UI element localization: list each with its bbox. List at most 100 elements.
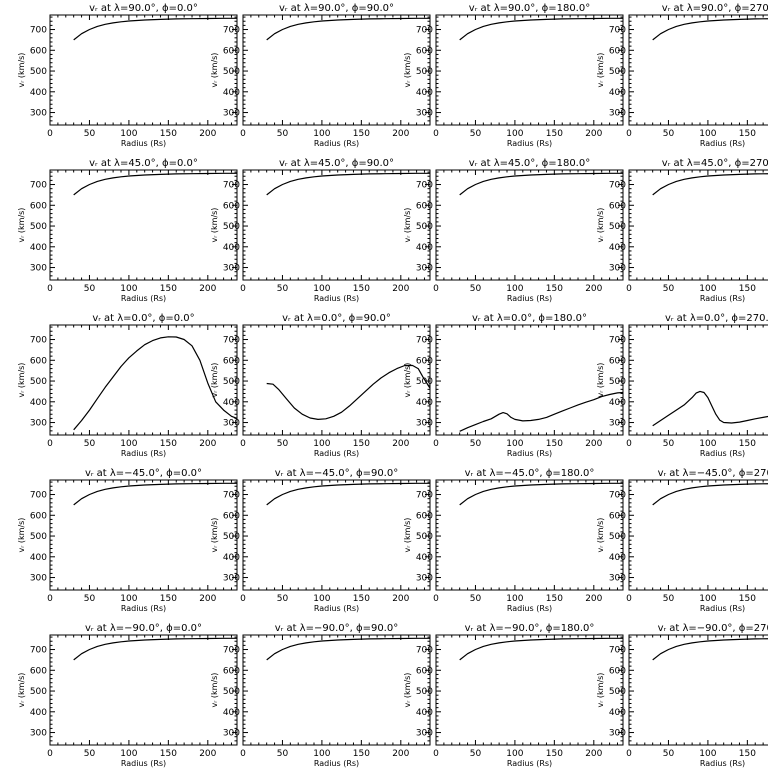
y-tick-label: 400 — [223, 243, 240, 253]
x-tick-label: 200 — [392, 439, 409, 449]
x-tick-label: 100 — [120, 749, 137, 759]
y-tick-label: 500 — [223, 532, 240, 542]
x-tick-label: 50 — [277, 284, 289, 294]
y-tick-label: 400 — [609, 398, 626, 408]
y-tick-label: 500 — [609, 67, 626, 77]
y-tick-label: 400 — [223, 553, 240, 563]
x-tick-label: 150 — [353, 749, 370, 759]
y-tick-label: 700 — [223, 181, 240, 191]
x-axis-label: Radius (Rs) — [700, 139, 745, 148]
plot-frame — [242, 169, 431, 281]
x-tick-label: 100 — [313, 129, 330, 139]
y-tick-label: 300 — [416, 109, 433, 119]
panel-1: vᵣ at λ=90.0°, ϕ=90.0° 0 50 100 150 200 300 400… — [210, 3, 431, 148]
y-tick-label: 400 — [30, 553, 47, 563]
y-tick-label: 300 — [223, 729, 240, 739]
x-tick-label: 100 — [120, 439, 137, 449]
panel-title: vᵣ at λ=45.0°, ϕ=270.0° — [662, 158, 768, 169]
x-axis-label: Radius (Rs) — [314, 294, 359, 303]
plot-frame — [242, 14, 431, 126]
y-tick-label: 600 — [416, 46, 433, 56]
y-tick-label: 700 — [223, 26, 240, 36]
y-tick-label: 600 — [416, 201, 433, 211]
panel-9: vᵣ at λ=0.0°, ϕ=90.0° 0 50 100 150 200 300 400 5… — [210, 313, 431, 458]
y-axis-label: vᵣ (km/s) — [210, 673, 219, 708]
plot-frame — [435, 324, 624, 436]
y-axis-label: vᵣ (km/s) — [596, 53, 605, 88]
y-tick-label: 400 — [416, 708, 433, 718]
x-tick-label: 150 — [160, 439, 177, 449]
x-tick-label: 150 — [739, 749, 756, 759]
x-tick-label: 0 — [240, 439, 246, 449]
x-tick-label: 150 — [160, 749, 177, 759]
y-tick-label: 500 — [30, 67, 47, 77]
x-tick-label: 200 — [199, 129, 216, 139]
plot-frame — [628, 14, 768, 126]
x-tick-label: 50 — [84, 594, 96, 604]
y-axis-label: vᵣ (km/s) — [403, 363, 412, 398]
x-tick-label: 150 — [739, 284, 756, 294]
y-tick-label: 300 — [416, 419, 433, 429]
x-axis-label: Radius (Rs) — [314, 759, 359, 768]
x-axis-label: Radius (Rs) — [121, 759, 166, 768]
y-tick-label: 600 — [223, 201, 240, 211]
x-tick-label: 100 — [506, 439, 523, 449]
y-axis-label: vᵣ (km/s) — [210, 363, 219, 398]
x-tick-label: 200 — [585, 284, 602, 294]
y-axis-label: vᵣ (km/s) — [403, 53, 412, 88]
x-tick-label: 50 — [470, 749, 482, 759]
y-tick-label: 600 — [609, 511, 626, 521]
plot-frame — [242, 634, 431, 746]
y-tick-label: 600 — [30, 46, 47, 56]
y-axis-label: vᵣ (km/s) — [210, 518, 219, 553]
x-tick-label: 100 — [313, 439, 330, 449]
y-tick-label: 300 — [609, 729, 626, 739]
y-tick-label: 500 — [416, 222, 433, 232]
series-line — [652, 390, 768, 427]
x-tick-label: 0 — [626, 594, 632, 604]
x-tick-label: 50 — [84, 439, 96, 449]
x-tick-label: 0 — [626, 749, 632, 759]
x-axis-label: Radius (Rs) — [121, 449, 166, 458]
panel-18: vᵣ at λ=−90.0°, ϕ=180.0° 0 50 100 150 200 300 4… — [403, 623, 624, 768]
series-line — [73, 482, 237, 506]
panel-11: vᵣ at λ=0.0°, ϕ=270.0°050100150200300400… — [596, 313, 768, 458]
panel-13: vᵣ at λ=−45.0°, ϕ=90.0° 0 50 100 150 200 300 40… — [210, 468, 431, 613]
y-tick-label: 300 — [609, 264, 626, 274]
y-tick-label: 600 — [30, 511, 47, 521]
series-line — [73, 637, 237, 661]
y-tick-label: 500 — [609, 532, 626, 542]
plot-frame — [628, 634, 768, 746]
y-tick-label: 700 — [223, 491, 240, 501]
y-tick-label: 500 — [609, 377, 626, 387]
panel-title: vᵣ at λ=90.0°, ϕ=270.0° — [662, 3, 768, 14]
y-tick-label: 500 — [416, 377, 433, 387]
panel-title: vᵣ at λ=−45.0°, ϕ=0.0° — [85, 468, 202, 479]
plot-frame — [49, 479, 238, 591]
y-tick-label: 600 — [30, 666, 47, 676]
y-tick-label: 600 — [416, 511, 433, 521]
y-tick-label: 400 — [609, 243, 626, 253]
plot-frame — [242, 324, 431, 436]
x-tick-label: 200 — [199, 594, 216, 604]
panel-title: vᵣ at λ=0.0°, ϕ=270.0° — [665, 313, 768, 324]
y-tick-label: 600 — [223, 666, 240, 676]
x-tick-label: 200 — [199, 284, 216, 294]
series-line — [652, 638, 768, 661]
x-tick-label: 100 — [313, 284, 330, 294]
x-tick-label: 50 — [470, 439, 482, 449]
panel-title: vᵣ at λ=90.0°, ϕ=90.0° — [279, 3, 394, 14]
y-tick-label: 700 — [416, 646, 433, 656]
panel-0: vᵣ at λ=90.0°, ϕ=0.0° 0 50 100 150 200 300 400 5… — [17, 3, 238, 148]
y-tick-label: 500 — [609, 687, 626, 697]
x-tick-label: 50 — [663, 129, 675, 139]
y-tick-label: 700 — [609, 336, 626, 346]
plot-frame — [435, 169, 624, 281]
y-tick-label: 400 — [416, 243, 433, 253]
y-tick-label: 700 — [416, 181, 433, 191]
y-tick-label: 400 — [30, 708, 47, 718]
y-tick-label: 500 — [30, 377, 47, 387]
series-line — [266, 17, 430, 41]
series-line — [459, 172, 623, 196]
x-tick-label: 0 — [626, 284, 632, 294]
